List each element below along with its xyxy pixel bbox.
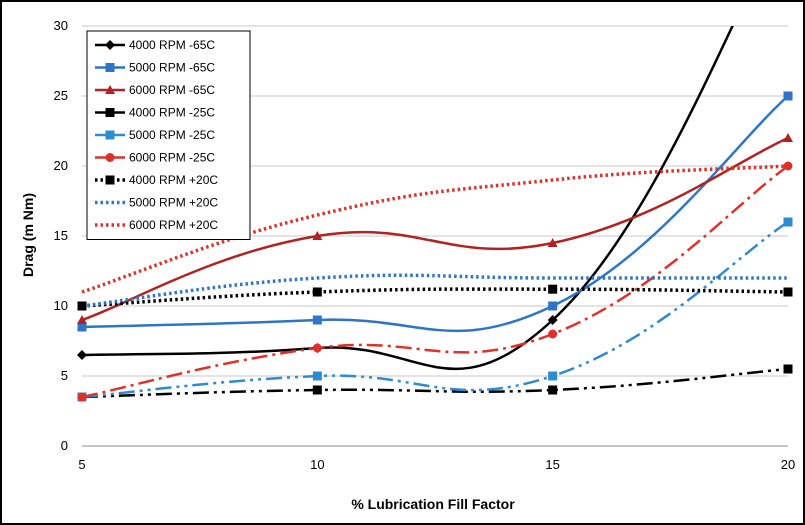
series-line-4: [81, 367, 789, 399]
data-point-marker: [312, 371, 322, 381]
data-point-marker: [77, 350, 87, 360]
x-tick-label: 5: [78, 457, 85, 472]
series-lines: [81, 26, 789, 399]
data-point-marker: [77, 392, 87, 402]
legend-marker: [105, 130, 115, 140]
legend-label: 6000 RPM -65C: [129, 83, 215, 97]
legend-label: 5000 RPM -65C: [129, 61, 215, 75]
data-point-marker: [783, 217, 793, 227]
legend-label: 5000 RPM -25C: [129, 128, 215, 142]
legend-marker: [105, 175, 115, 185]
data-point-marker: [548, 301, 558, 311]
series-line-2: [81, 95, 789, 333]
data-point-marker: [312, 231, 323, 240]
data-point-marker: [548, 385, 558, 395]
series-line-5: [81, 220, 789, 399]
data-point-marker: [77, 322, 87, 332]
x-axis-title: % Lubrication Fill Factor: [351, 496, 515, 512]
y-tick-label: 15: [54, 228, 68, 243]
data-point-marker: [547, 315, 558, 325]
legend-label: 6000 RPM +20C: [129, 218, 218, 232]
data-point-marker: [312, 315, 322, 325]
x-tick-label: 20: [781, 457, 795, 472]
data-point-marker: [783, 287, 793, 297]
data-point-marker: [547, 238, 558, 247]
legend-marker: [105, 108, 115, 117]
data-point-marker: [783, 133, 793, 142]
legend-marker: [105, 85, 115, 94]
data-point-marker: [783, 364, 793, 374]
series-markers: [77, 91, 793, 402]
data-point-marker: [548, 284, 558, 294]
data-point-marker: [548, 329, 558, 339]
legend-label: 6000 RPM -25C: [129, 151, 215, 165]
legend-label: 4000 RPM -65C: [129, 38, 215, 52]
y-tick-label: 0: [61, 438, 68, 453]
series-line-8: [81, 273, 788, 308]
data-point-marker: [312, 343, 322, 353]
data-point-marker: [548, 371, 558, 381]
legend-label: 4000 RPM -25C: [129, 106, 215, 120]
series-line-1: [81, 26, 734, 371]
y-tick-label: 30: [54, 18, 68, 33]
x-tick-label: 10: [310, 457, 324, 472]
x-tick-label: 15: [545, 457, 559, 472]
legend-label: 4000 RPM +20C: [129, 173, 218, 187]
y-tick-label: 5: [61, 368, 68, 383]
legend-marker: [105, 63, 115, 72]
y-tick-label: 25: [54, 88, 68, 103]
y-tick-label: 10: [54, 298, 68, 313]
series-line-7: [81, 287, 789, 308]
y-tick-label: 20: [54, 158, 68, 173]
series-line-9: [81, 164, 789, 294]
legend: 4000 RPM -65C 5000 RPM -65C 6000 RPM -65C 4…: [86, 30, 251, 240]
data-point-marker: [312, 385, 322, 395]
data-point-marker: [77, 301, 87, 311]
data-point-marker: [312, 287, 322, 297]
y-axis-title: Drag (m Nm): [20, 193, 36, 277]
data-point-marker: [77, 315, 87, 324]
data-point-marker: [783, 91, 793, 101]
legend-marker: [105, 153, 115, 162]
data-point-marker: [783, 161, 793, 171]
legend-label: 5000 RPM +20C: [129, 196, 218, 210]
series-line-6: [81, 164, 789, 399]
legend-marker: [105, 40, 115, 50]
series-line-3: [81, 136, 789, 322]
